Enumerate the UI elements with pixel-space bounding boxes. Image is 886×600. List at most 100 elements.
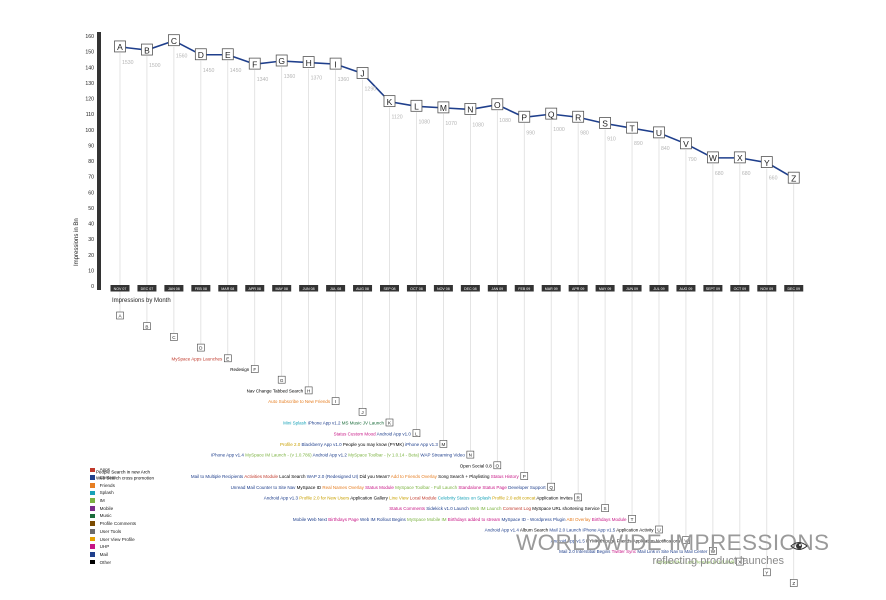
data-point-letter: K — [387, 97, 393, 107]
month-box — [272, 285, 292, 292]
data-point-letter: H — [306, 58, 312, 68]
launch-item: Android App v1.5 — [551, 538, 586, 543]
x-tick-label: JAN 09 — [491, 287, 503, 291]
legend-label: Apps — [99, 467, 111, 473]
launch-row-marker — [736, 557, 744, 566]
legend-swatch — [90, 536, 95, 542]
launch-row-letter: I — [335, 399, 336, 404]
launch-item: Blackberry App v1.0 — [300, 442, 342, 447]
data-point-marker — [653, 126, 665, 139]
month-box — [245, 285, 265, 292]
data-value-label: 660 — [769, 176, 778, 182]
x-tick-label: MAY 08 — [275, 287, 287, 291]
launch-row-text: iPhone App v1.4 MySpace IM Launch - (v 1… — [211, 453, 465, 458]
y-tick-label: 50 — [88, 206, 94, 212]
x-tick-label: NOV 09 — [760, 287, 773, 291]
launch-item: Redesign — [230, 367, 250, 372]
data-value-label: 990 — [526, 130, 535, 136]
launch-row-marker — [574, 493, 582, 502]
data-value-label: 1450 — [203, 68, 215, 74]
launch-row-marker — [250, 365, 259, 373]
launch-extra-text: Web Search cross promotion — [96, 476, 154, 481]
launch-row-letter: E — [226, 356, 229, 361]
launch-row-letter: X — [738, 560, 741, 565]
launch-item: Comment Log — [501, 506, 531, 511]
launch-item: ABI Overlay — [566, 517, 592, 522]
x-tick-label: SEPT 09 — [706, 287, 720, 291]
legend-swatch — [90, 544, 95, 550]
launch-row-marker — [143, 322, 151, 331]
y-tick-label: 160 — [85, 34, 94, 40]
launch-row-text: Status Custom Mood Android App v1.0 — [334, 431, 412, 436]
launch-row-text: Unread Mail Counter to Site Nav MySpace … — [231, 485, 547, 490]
data-point-letter: X — [737, 153, 743, 163]
data-point-letter: T — [629, 123, 634, 133]
x-tick-label: MAY 09 — [599, 287, 611, 291]
launch-row-letter: S — [604, 506, 607, 511]
launch-item: MySpace Toolbar - Full Launch — [394, 485, 458, 490]
launch-item: Sidekick v1.0 Launch — [425, 506, 469, 511]
data-point-letter: V — [683, 139, 689, 149]
launch-row-marker — [493, 461, 502, 470]
launch-row-letter: W — [711, 549, 716, 554]
launch-row-text: Android App v1.3 Profile 2.0 for New Use… — [264, 496, 574, 501]
x-tick-label: JAN 08 — [168, 287, 180, 291]
launch-item: Web IM Rollout Begins — [359, 517, 407, 522]
launch-row-letter: Q — [549, 485, 553, 490]
launch-row-marker — [655, 525, 663, 534]
launch-row-marker — [439, 440, 448, 448]
data-point-marker — [194, 48, 207, 61]
launch-item: Status Comments — [389, 506, 426, 511]
data-value-label: 1290 — [365, 87, 377, 93]
launch-item: Album Search — [519, 528, 549, 533]
y-tick-label: 120 — [85, 97, 94, 103]
data-value-label: 790 — [688, 157, 697, 163]
month-box — [622, 285, 642, 292]
launch-row-letter: L — [415, 431, 418, 436]
launch-row-marker — [331, 397, 340, 405]
data-point-letter: Q — [548, 109, 555, 119]
data-point-marker — [167, 34, 180, 47]
launch-row-letter: Z — [792, 581, 795, 586]
launch-row-letter: M — [441, 442, 445, 447]
launch-row-marker — [385, 418, 394, 427]
x-tick-label: APR 09 — [572, 287, 584, 291]
launch-row-text: MySpace IM - Last Release (v 1.0.804) — [656, 560, 735, 565]
legend-item: Friends — [90, 481, 136, 489]
launch-item: Activities Module — [243, 474, 278, 479]
launch-row-marker — [682, 536, 690, 545]
legend-item: IM — [90, 497, 136, 505]
legend-label: User View Profile — [99, 536, 135, 542]
legend-label: Friends — [99, 482, 115, 488]
launch-row-marker — [116, 311, 124, 320]
launch-item: Web IM Launch — [469, 506, 502, 511]
data-value-label: 1360 — [284, 74, 296, 80]
data-value-label: 980 — [580, 130, 589, 136]
launch-row-marker — [197, 343, 205, 352]
legend-label: Splash — [99, 490, 114, 496]
legend-item: User Tools — [90, 528, 136, 536]
y-axis-line — [97, 32, 101, 290]
launch-item: Android App v1.4 — [485, 528, 520, 533]
launch-item: PYMK through Friends — [585, 538, 633, 543]
x-tick-label: FEB 08 — [195, 287, 207, 291]
launch-row-marker — [628, 514, 636, 523]
data-point-letter: Y — [764, 158, 770, 168]
y-tick-label: 110 — [86, 112, 94, 118]
x-tick-label: NOV 07 — [114, 287, 127, 291]
legend-swatch — [90, 552, 95, 557]
month-box — [299, 285, 319, 292]
launch-row-text: Profile 2.0 Blackberry App v1.0 People y… — [280, 442, 438, 447]
x-tick-label: OCT 08 — [410, 287, 423, 291]
launch-row-letter: G — [280, 378, 284, 383]
legend-label: Content — [99, 475, 116, 481]
launch-row-text: Open Social 0.8 — [460, 463, 493, 468]
launch-item: MS Music JV Launch — [340, 421, 384, 426]
data-value-label: 840 — [661, 146, 670, 152]
launch-item: Mail 2.0 Launch — [548, 528, 582, 533]
data-point-marker — [248, 57, 261, 70]
launch-item: Mail to Multiple Recipients — [191, 474, 244, 479]
legend-item: Music — [90, 512, 136, 520]
brand-subtitle: reflecting product launches — [652, 555, 784, 567]
